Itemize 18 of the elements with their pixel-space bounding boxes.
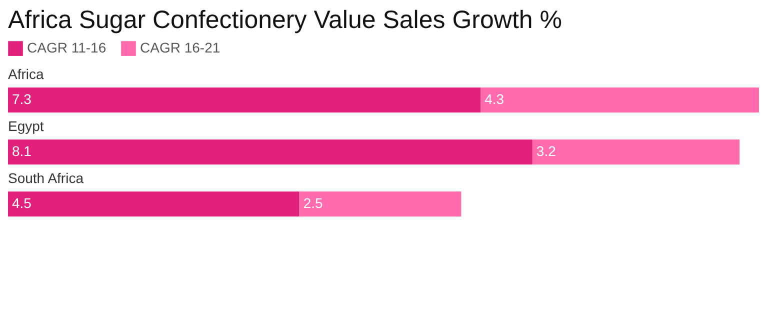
y-tick-label: Africa — [8, 66, 44, 82]
legend-label: CAGR 16-21 — [140, 40, 220, 56]
y-tick-label: South Africa — [8, 170, 84, 186]
chart-title: Africa Sugar Confectionery Value Sales Growth % — [8, 6, 562, 34]
bar — [532, 140, 740, 164]
y-tick-label: Egypt — [8, 118, 44, 134]
data-label: 4.3 — [484, 91, 504, 107]
bar — [8, 192, 300, 216]
bar — [480, 88, 759, 112]
bar — [8, 140, 532, 164]
data-label: 3.2 — [536, 143, 556, 159]
data-label: 8.1 — [12, 143, 32, 159]
bar — [8, 88, 481, 112]
data-label: 4.5 — [12, 195, 32, 211]
legend-label: CAGR 11-16 — [27, 40, 106, 56]
data-label: 7.3 — [12, 91, 32, 107]
data-label: 2.5 — [303, 195, 324, 211]
bar — [299, 192, 462, 216]
